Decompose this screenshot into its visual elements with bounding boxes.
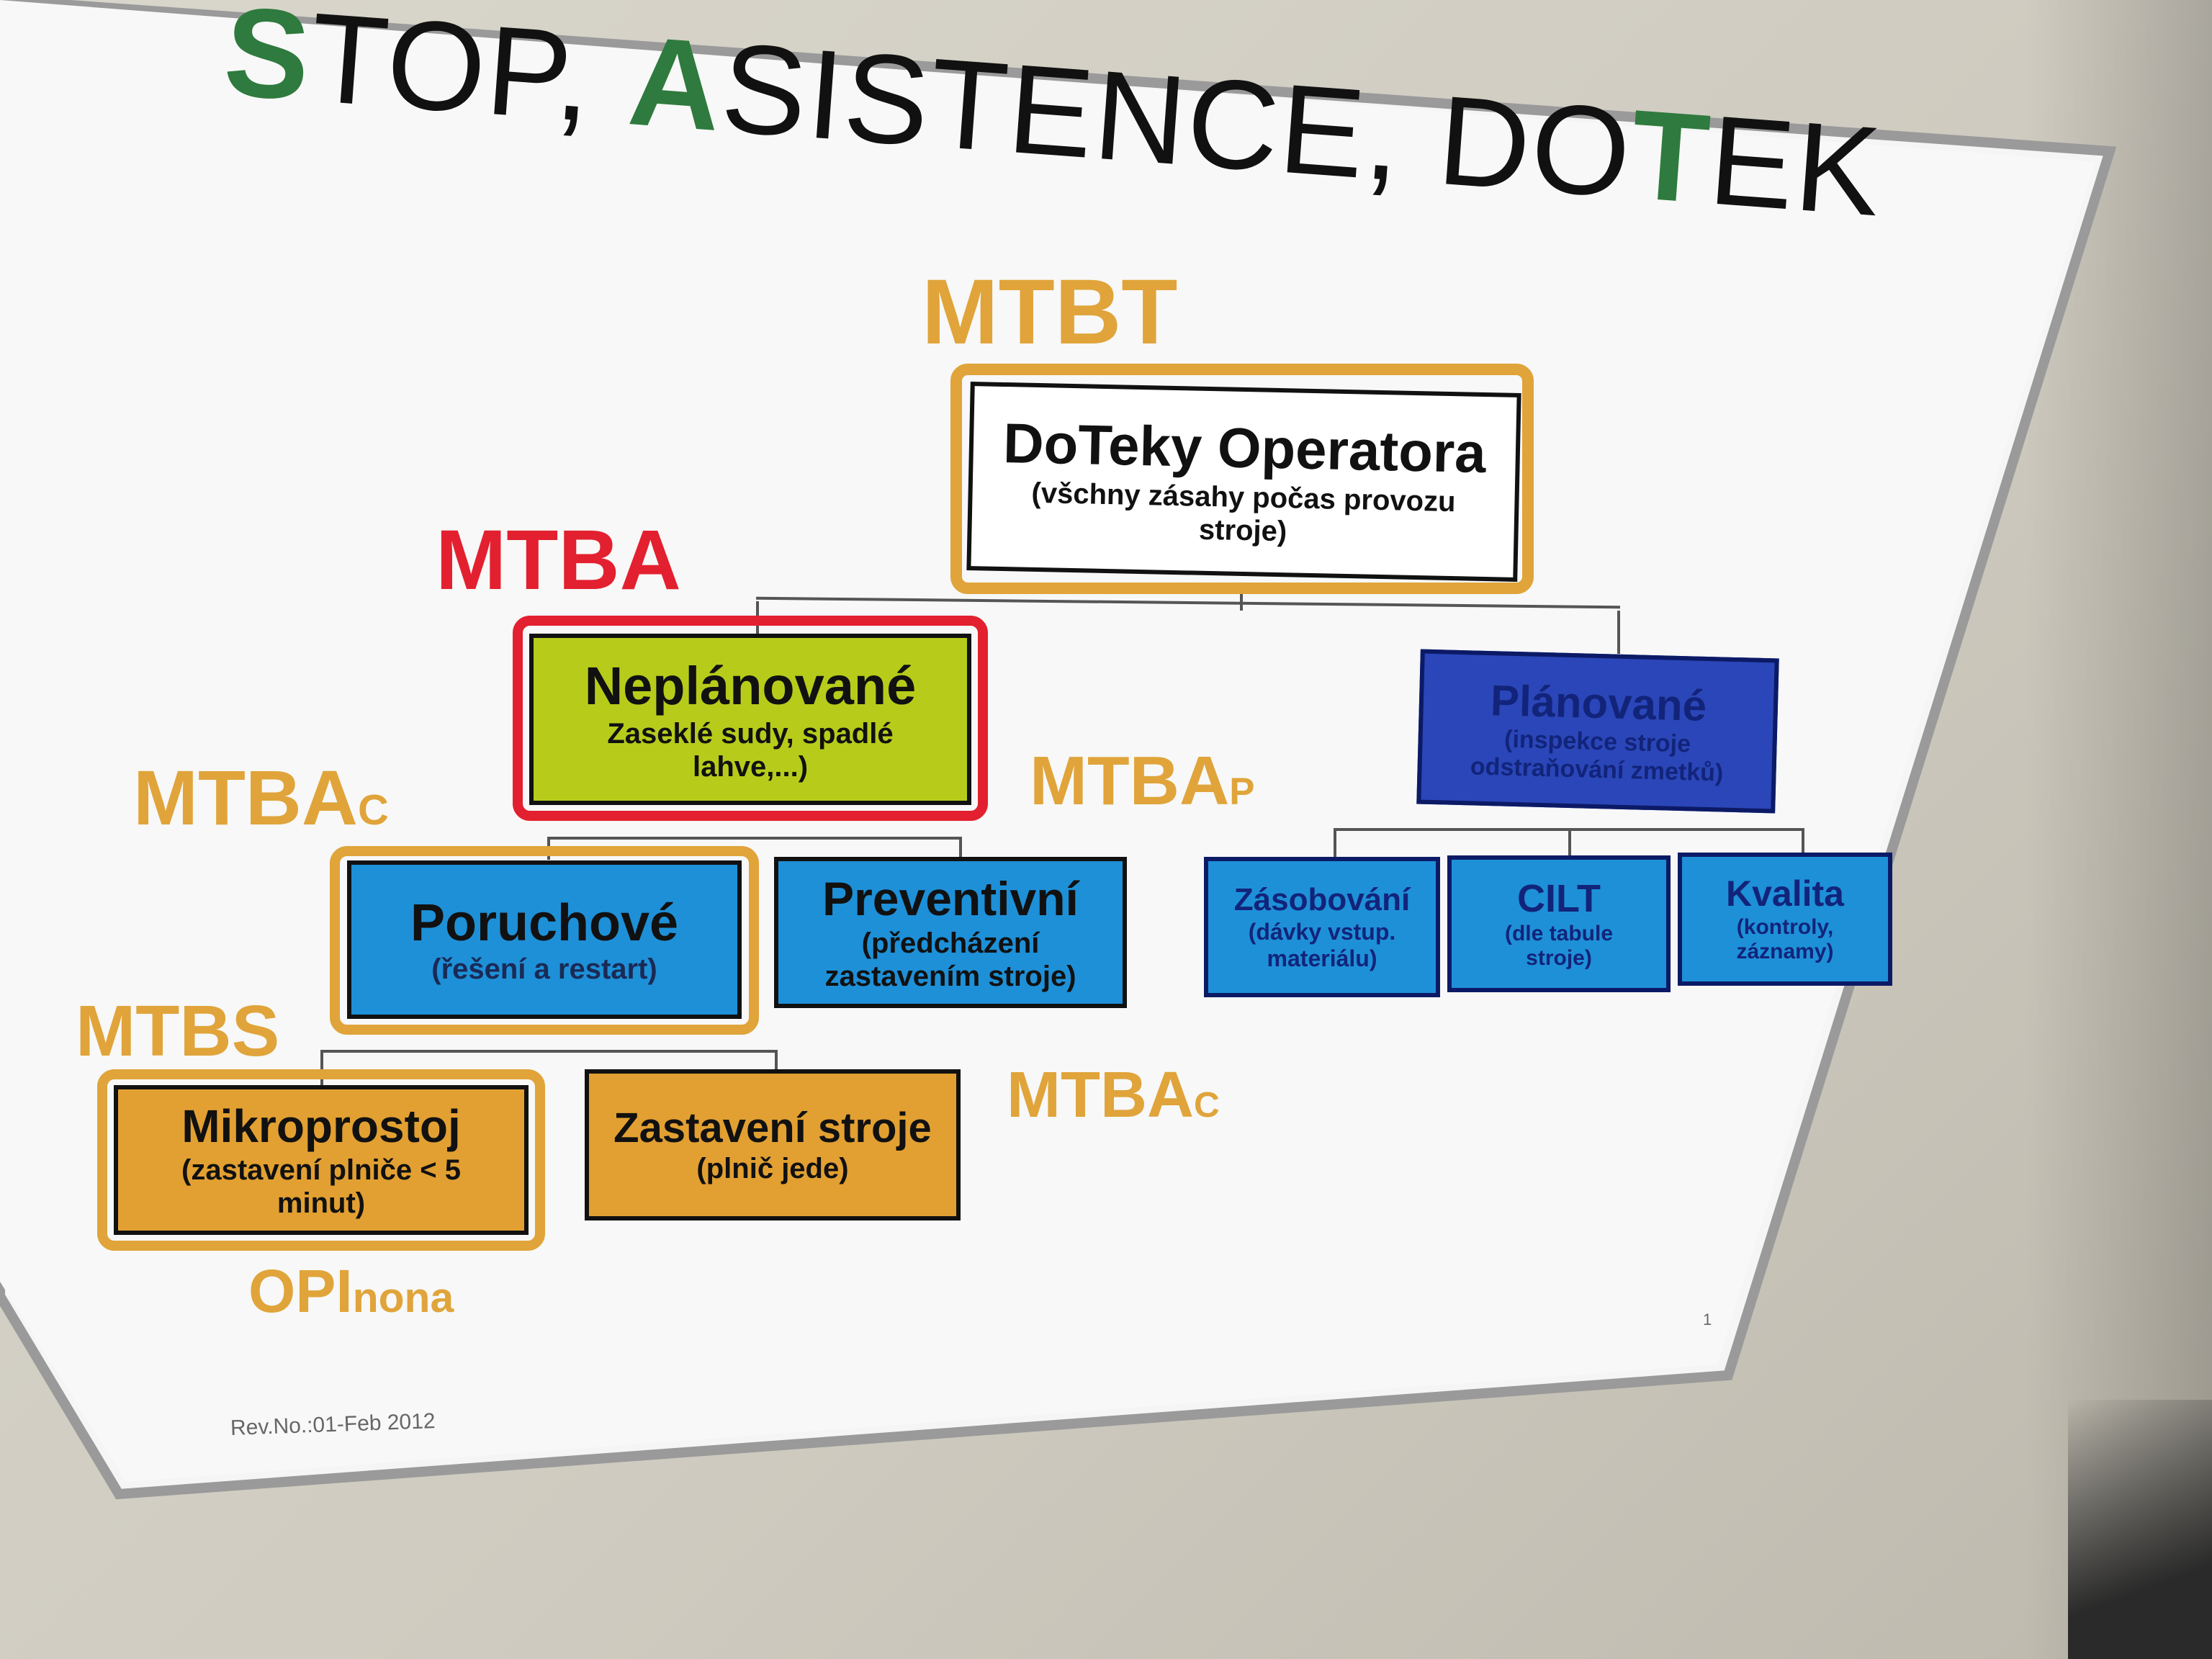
node-zastaveni-stroje: Zastavení stroje (plnič jede) xyxy=(585,1069,961,1220)
title-letter-a: A xyxy=(624,10,728,158)
poruchove-outline xyxy=(330,846,759,1035)
node-preventivni-title: Preventivní xyxy=(822,872,1079,926)
connector-to-mikroprostoj xyxy=(320,1050,323,1087)
connector-to-kvalita xyxy=(1802,828,1804,857)
root-outline xyxy=(950,364,1534,594)
node-cilt-title: CILT xyxy=(1517,877,1601,921)
node-zastaveni-stroje-subtitle: (plnič jede) xyxy=(696,1153,849,1185)
node-cilt: CILT (dle tabule stroje) xyxy=(1447,855,1671,992)
node-doteky-operatora-subtitle: (všchny zásahy počas provozu stroje) xyxy=(1031,477,1456,548)
connector-level2-left xyxy=(547,837,961,840)
label-mtbac-right-main: MTBA xyxy=(1007,1059,1194,1131)
node-cilt-subtitle: (dle tabule stroje) xyxy=(1504,921,1613,971)
title-part-1: TOP, xyxy=(305,0,635,151)
node-doteky-operatora-title: DoTeky Operatora xyxy=(1002,411,1487,485)
title-part-3: EK xyxy=(1704,89,1887,243)
node-zasobovani-title: Zásobování xyxy=(1233,882,1411,918)
node-kvalita-subtitle: (kontroly, záznamy) xyxy=(1736,914,1834,964)
node-poruchove-subtitle: (řešení a restart) xyxy=(431,953,657,986)
node-zasobovani-subtitle: (dávky vstup. materiálu) xyxy=(1248,919,1396,971)
node-kvalita: Kvalita (kontroly, záznamy) xyxy=(1678,853,1892,986)
label-mtbac-left-main: MTBA xyxy=(133,754,358,841)
connector-to-planovane xyxy=(1617,611,1620,654)
node-mikroprostoj: Mikroprostoj (zastavení plniče < 5 minut… xyxy=(114,1085,529,1235)
label-mtbap: MTBAP xyxy=(1030,742,1254,821)
connector-root-down xyxy=(1240,589,1243,611)
label-mtbac-left: MTBAC xyxy=(133,752,389,842)
node-preventivni: Preventivní (předcházení zastavením stro… xyxy=(774,857,1127,1008)
label-mtbap-main: MTBA xyxy=(1030,742,1230,819)
title-letter-s: S xyxy=(220,0,316,128)
label-mtbac-right: MTBAC xyxy=(1007,1058,1220,1133)
node-poruchove: Poruchové (řešení a restart) xyxy=(347,860,742,1019)
label-mtbac-left-sub: C xyxy=(357,786,389,834)
page-number: 1 xyxy=(1703,1310,1712,1328)
label-mtbac-right-sub: C xyxy=(1193,1085,1220,1125)
node-mikroprostoj-title: Mikroprostoj xyxy=(181,1100,461,1153)
connector-to-zastaveni xyxy=(775,1050,778,1087)
node-preventivni-subtitle: (předcházení zastavením stroje) xyxy=(824,927,1076,992)
node-kvalita-title: Kvalita xyxy=(1726,873,1844,914)
connector-to-cilt xyxy=(1568,828,1571,857)
label-mtba: MTBA xyxy=(436,513,681,608)
title-letter-t: T xyxy=(1626,84,1715,230)
node-zastaveni-stroje-title: Zastavení stroje xyxy=(613,1104,932,1151)
node-neplanovane: Neplánované Zaseklé sudy, spadlé lahve,.… xyxy=(529,634,971,805)
connector-level3 xyxy=(320,1050,778,1053)
node-poruchove-title: Poruchové xyxy=(410,894,679,952)
corner-shadow xyxy=(2068,1400,2212,1659)
label-opinona-main: OPI xyxy=(248,1257,353,1325)
connector-to-preventivni xyxy=(959,837,962,860)
node-planovane-subtitle: (inspekce stroje odstraňování zmetků) xyxy=(1470,725,1724,787)
label-mtbt: MTBT xyxy=(922,261,1178,364)
label-opinona: OPInona xyxy=(248,1256,454,1326)
node-neplanovane-title: Neplánované xyxy=(584,656,917,716)
node-planovane-title: Plánované xyxy=(1490,676,1707,730)
neplanovane-outline xyxy=(513,616,988,821)
label-opinona-sub: nona xyxy=(352,1274,454,1321)
node-doteky-operatora: DoTeky Operatora (všchny zásahy počas pr… xyxy=(966,382,1521,582)
label-mtbs: MTBS xyxy=(76,991,280,1071)
node-planovane: Plánované (inspekce stroje odstraňování … xyxy=(1416,649,1779,814)
connector-to-zasobovani xyxy=(1334,828,1336,857)
node-neplanovane-subtitle: Zaseklé sudy, spadlé lahve,...) xyxy=(607,717,894,783)
label-mtbap-sub: P xyxy=(1229,770,1255,813)
mikroprostoj-outline xyxy=(97,1069,545,1251)
node-zasobovani: Zásobování (dávky vstup. materiálu) xyxy=(1204,857,1440,997)
node-mikroprostoj-subtitle: (zastavení plniče < 5 minut) xyxy=(181,1154,461,1219)
